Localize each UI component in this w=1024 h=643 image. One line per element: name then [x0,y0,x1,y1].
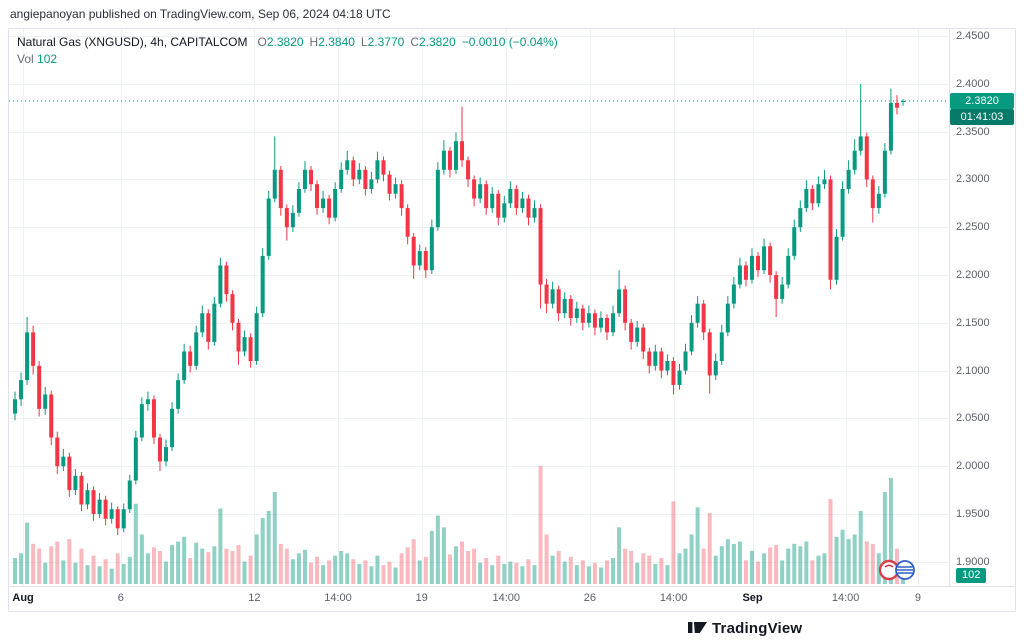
tradingview-attribution[interactable]: TradingView [688,619,802,638]
change-value: −0.0010 (−0.04%) [461,35,558,49]
high-value: 2.3840 [318,35,355,49]
open-value: 2.3820 [266,35,304,49]
close-value: 2.3820 [418,35,456,49]
capitalcom-watermark [877,556,917,587]
capitalcom-logo-icon [878,559,915,581]
attribution-text: angiepanoyan published on TradingView.co… [10,7,391,21]
volume-value: 102 [37,52,58,66]
tradingview-logo-icon [688,619,707,638]
high-label: H [309,35,319,49]
close-label: C [410,35,419,49]
attribution-bar: angiepanoyan published on TradingView.co… [10,7,391,21]
tradingview-wordmark: TradingView [712,620,803,637]
symbol-title[interactable]: Natural Gas (XNGUSD), 4h, CAPITALCOM [17,35,248,49]
countdown-badge: 01:41:03 [950,109,1014,125]
chart-legend: Natural Gas (XNGUSD), 4h, CAPITALCOM O2.3… [17,34,558,68]
last-price-badge: 2.3820 [950,93,1014,109]
volume-label: Vol [17,52,34,66]
chart-card: 2.4500 2.4000 2.3500 2.3000 2.2500 2.2000 2.15… [8,28,1016,612]
candlestick-chart-canvas[interactable] [9,29,1015,611]
open-label: O [257,35,267,49]
low-label: L [360,35,368,49]
last-volume-badge: 102 [956,568,987,583]
low-value: 2.3770 [367,35,405,49]
